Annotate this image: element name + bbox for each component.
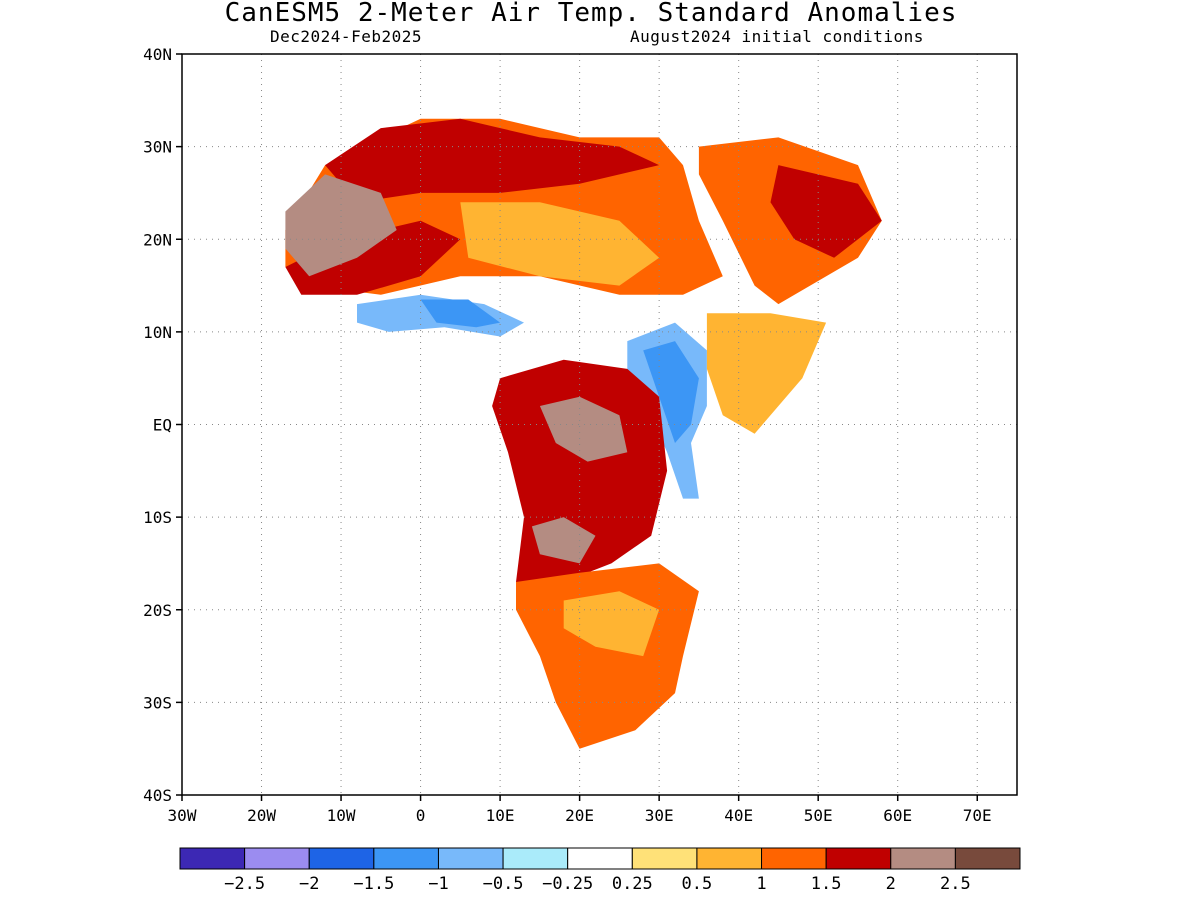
lat-tick-label: 30N	[143, 138, 172, 157]
colorbar-swatch	[696, 847, 763, 870]
lat-tick-label: 40S	[143, 786, 172, 805]
lon-tick-label: 70E	[963, 806, 992, 825]
colorbar-swatch	[244, 847, 310, 870]
lon-tick-label: 30W	[168, 806, 197, 825]
colorbar	[179, 847, 1021, 870]
lat-tick-label: 10N	[143, 323, 172, 342]
colorbar-swatch	[179, 847, 246, 870]
anomaly-region-sahara-central-moderate	[460, 202, 660, 286]
lat-tick-label: 10S	[143, 508, 172, 527]
colorbar-labels: −2.5 −2 −1.5 −1 −0.5 −0.25 0.25 0.5 1 1.5 2 2.5	[224, 874, 971, 894]
anomaly-region-arabia-hot	[770, 165, 882, 258]
anomaly-region-sahara-hot-band	[325, 118, 660, 203]
colorbar-label: 1	[756, 874, 766, 894]
lat-tick-label: 20S	[143, 601, 172, 620]
lat-tick-label: EQ	[153, 416, 172, 435]
anomaly-region-congo-extreme	[539, 396, 628, 462]
lon-tick-label: 30E	[645, 806, 674, 825]
colorbar-swatch	[373, 847, 439, 870]
colorbar-label: 2	[886, 874, 896, 894]
colorbar-swatch	[825, 847, 892, 870]
colorbar-label: −0.5	[483, 874, 524, 894]
anomaly-region-horn-of-africa-warm	[706, 313, 827, 434]
lon-tick-label: 10W	[327, 806, 356, 825]
colorbar-label: 0.5	[682, 874, 713, 894]
lon-tick-label: 20E	[565, 806, 594, 825]
colorbar-swatch	[631, 847, 698, 870]
lon-tick-label: 40E	[724, 806, 753, 825]
lat-tick-label: 30S	[143, 693, 172, 712]
anomaly-region-mauritania-extreme	[285, 174, 397, 277]
colorbar-label: −0.25	[542, 874, 593, 894]
colorbar-swatch	[761, 847, 827, 870]
colorbar-label: −2	[299, 874, 319, 894]
forecast-period: Dec2024-Feb2025	[270, 27, 422, 46]
lon-tick-label: 20W	[247, 806, 276, 825]
colorbar-label: −2.5	[224, 874, 265, 894]
lon-tick-label: 50E	[804, 806, 833, 825]
chart-title: CanESM5 2-Meter Air Temp. Standard Anoma…	[224, 0, 958, 28]
anomaly-region-sahel-cool-core	[420, 299, 501, 328]
lon-tick-label: 0	[416, 806, 426, 825]
colorbar-label: −1.5	[353, 874, 394, 894]
lat-tick-label: 20N	[143, 230, 172, 249]
colorbar-swatch	[437, 847, 504, 870]
lon-tick-label: 10E	[486, 806, 515, 825]
colorbar-label: 1.5	[811, 874, 842, 894]
lat-tick-label: 40N	[143, 45, 172, 64]
anomaly-regions	[285, 118, 882, 749]
anomaly-region-southern-africa-moderate	[563, 591, 660, 657]
longitude-axis: 30W 20W 10W 0 10E 20E 30E 40E 50E 60E 70E	[168, 795, 992, 825]
colorbar-label: −1	[428, 874, 448, 894]
colorbar-label: 0.25	[612, 874, 653, 894]
colorbar-swatch	[954, 847, 1021, 870]
anomaly-region-east-africa-cool-core	[643, 341, 699, 443]
initial-conditions: August2024 initial conditions	[630, 27, 924, 46]
lon-tick-label: 60E	[883, 806, 912, 825]
colorbar-swatch	[502, 847, 569, 870]
latitude-axis: 40N 30N 20N 10N EQ 10S 20S 30S 40S	[143, 45, 182, 805]
colorbar-label: 2.5	[940, 874, 971, 894]
colorbar-swatch	[890, 847, 956, 870]
colorbar-swatch	[308, 847, 375, 870]
colorbar-swatch	[567, 847, 633, 870]
